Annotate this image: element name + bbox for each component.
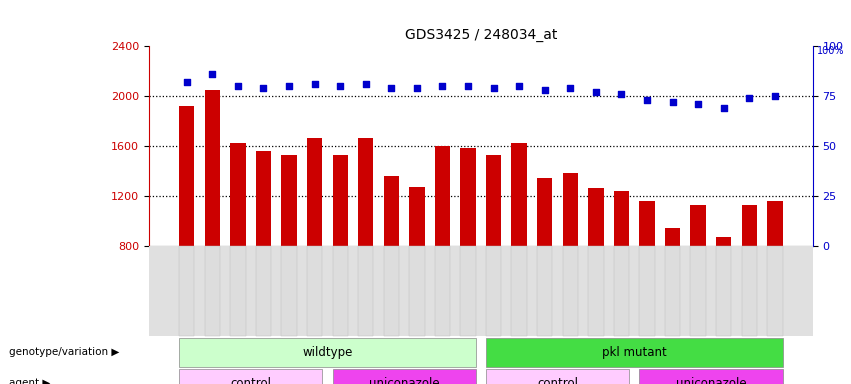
Point: [768, 93, 782, 99]
Bar: [231, 143, 246, 246]
Point: [231, 83, 245, 89]
Point: [589, 89, 603, 95]
Bar: [409, 187, 425, 246]
Bar: [588, 188, 603, 246]
Text: control: control: [537, 377, 578, 384]
Point: [206, 71, 220, 77]
Point: [717, 105, 730, 111]
Point: [385, 85, 398, 91]
Text: uniconazole: uniconazole: [676, 377, 746, 384]
Bar: [486, 155, 501, 246]
Point: [334, 83, 347, 89]
Bar: [537, 178, 552, 246]
Text: 100%: 100%: [817, 46, 844, 56]
Bar: [511, 143, 527, 246]
Point: [512, 83, 526, 89]
Point: [640, 97, 654, 103]
Point: [410, 85, 424, 91]
Bar: [333, 155, 348, 246]
Point: [691, 101, 705, 107]
Text: agent ▶: agent ▶: [9, 378, 50, 384]
Bar: [358, 139, 374, 246]
Bar: [460, 149, 476, 246]
Point: [538, 87, 551, 93]
Bar: [179, 106, 194, 246]
Bar: [205, 90, 220, 246]
Bar: [639, 201, 654, 246]
Point: [180, 79, 193, 85]
Text: genotype/variation ▶: genotype/variation ▶: [9, 347, 119, 358]
Point: [436, 83, 449, 89]
Text: control: control: [230, 377, 271, 384]
Point: [283, 83, 296, 89]
Point: [563, 85, 577, 91]
Bar: [282, 155, 297, 246]
Bar: [614, 191, 629, 246]
Text: wildtype: wildtype: [302, 346, 352, 359]
Bar: [665, 228, 680, 246]
Bar: [716, 237, 731, 246]
Bar: [768, 202, 783, 246]
Point: [614, 91, 628, 97]
Point: [742, 95, 756, 101]
Bar: [563, 174, 578, 246]
Bar: [384, 176, 399, 246]
Point: [257, 85, 271, 91]
Text: uniconazole: uniconazole: [368, 377, 439, 384]
Point: [487, 85, 500, 91]
Point: [308, 81, 322, 87]
Point: [359, 81, 373, 87]
Text: pkl mutant: pkl mutant: [602, 346, 666, 359]
Bar: [435, 146, 450, 246]
Bar: [690, 205, 705, 246]
Bar: [307, 139, 323, 246]
Point: [665, 99, 679, 105]
Bar: [256, 151, 271, 246]
Point: [461, 83, 475, 89]
Bar: [741, 205, 757, 246]
Title: GDS3425 / 248034_at: GDS3425 / 248034_at: [404, 28, 557, 42]
